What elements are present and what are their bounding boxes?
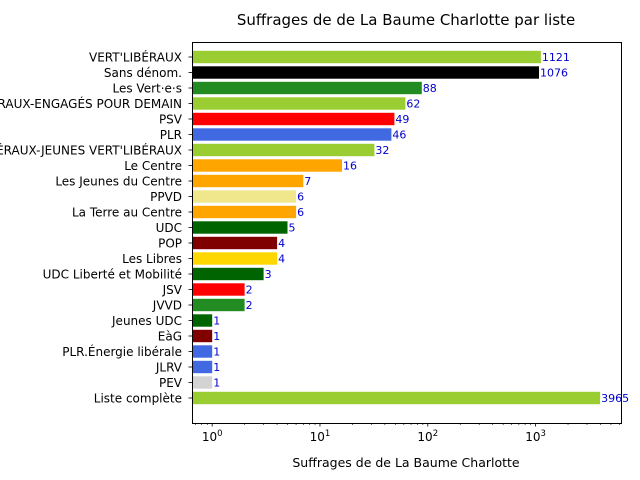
value-label: 3965 bbox=[601, 392, 629, 405]
value-label: 2 bbox=[246, 299, 253, 312]
value-label: 2 bbox=[246, 284, 253, 297]
bar bbox=[192, 283, 245, 296]
value-label: 4 bbox=[278, 253, 285, 266]
y-tick-label: La Terre au Centre bbox=[72, 205, 182, 219]
y-tick-label: POP bbox=[158, 236, 182, 250]
bar bbox=[192, 190, 297, 203]
value-label: 7 bbox=[304, 175, 311, 188]
value-label: 16 bbox=[343, 160, 357, 173]
y-tick-label: JSV bbox=[162, 283, 183, 297]
bar bbox=[192, 50, 541, 64]
value-label: 1 bbox=[213, 377, 220, 390]
x-tick-label: 101 bbox=[310, 429, 331, 444]
y-tick-label: JVVD bbox=[152, 298, 182, 312]
value-label: 88 bbox=[423, 82, 437, 95]
y-tick-label: Liste complète bbox=[94, 391, 182, 405]
bar bbox=[192, 112, 395, 126]
bar bbox=[192, 298, 245, 312]
bar bbox=[192, 267, 264, 281]
y-tick-label: JEUNES VERT'LIBÉRAUX-ENGAGÉS POUR DEMAIN bbox=[0, 96, 182, 111]
y-tick-label: JLRV bbox=[155, 360, 183, 374]
value-label: 1 bbox=[213, 315, 220, 328]
bar bbox=[192, 174, 304, 188]
value-label: 62 bbox=[406, 98, 420, 111]
x-axis-label: Suffrages de de La Baume Charlotte bbox=[292, 455, 520, 470]
x-ticks: 100 101 102 103 bbox=[195, 423, 620, 444]
x-tick-label: 100 bbox=[202, 429, 223, 444]
y-tick-label: Jeunes UDC bbox=[111, 314, 182, 328]
bar bbox=[192, 236, 278, 250]
value-label: 49 bbox=[395, 113, 409, 126]
bar bbox=[192, 221, 288, 234]
y-tick-label: UDC bbox=[156, 221, 182, 235]
y-tick-label: VERT'LIBÉRAUX bbox=[89, 49, 182, 64]
value-label: 1076 bbox=[540, 67, 568, 80]
bar bbox=[192, 345, 213, 358]
bar bbox=[192, 128, 392, 141]
x-tick-label: 102 bbox=[417, 429, 438, 444]
value-label: 32 bbox=[375, 144, 389, 157]
value-label: 6 bbox=[297, 191, 304, 204]
y-tick-label: PLR.Énergie libérale bbox=[62, 344, 182, 359]
y-tick-label: PEV bbox=[159, 376, 183, 390]
y-tick-label: PSV bbox=[159, 112, 183, 126]
bar bbox=[192, 391, 601, 405]
y-tick-label: UDC Liberté et Mobilité bbox=[43, 267, 182, 281]
y-tick-label: JEUNES VERT'LIBÉRAUX-JEUNES VERT'LIBÉRAU… bbox=[0, 142, 182, 157]
value-label: 1 bbox=[213, 346, 220, 359]
bar bbox=[192, 143, 375, 157]
y-tick-label: Sans dénom. bbox=[104, 66, 182, 80]
bar bbox=[192, 97, 406, 110]
value-label: 6 bbox=[297, 206, 304, 219]
chart-title: Suffrages de de La Baume Charlotte par l… bbox=[237, 11, 575, 29]
bar bbox=[192, 329, 213, 343]
plot-frame bbox=[192, 42, 622, 424]
value-label: 1 bbox=[213, 330, 220, 343]
y-tick-label: Les Libres bbox=[122, 252, 182, 266]
bar bbox=[192, 66, 539, 79]
y-tick-label: EàG bbox=[158, 329, 182, 343]
bar bbox=[192, 159, 342, 172]
value-label: 3 bbox=[265, 268, 272, 281]
bar bbox=[192, 314, 213, 327]
value-label: 1 bbox=[213, 361, 220, 374]
y-tick-label: Les Vert·e·s bbox=[113, 81, 183, 95]
value-label: 5 bbox=[289, 222, 296, 235]
y-tick-label: PPVD bbox=[150, 190, 182, 204]
bar bbox=[192, 81, 422, 95]
value-label: 4 bbox=[278, 237, 285, 250]
y-tick-label: Les Jeunes du Centre bbox=[55, 174, 182, 188]
value-label: 46 bbox=[392, 129, 406, 142]
x-tick-label: 103 bbox=[525, 429, 546, 444]
bars-group bbox=[192, 50, 601, 405]
bar bbox=[192, 360, 213, 374]
bar bbox=[192, 376, 213, 389]
value-label: 1121 bbox=[542, 51, 570, 64]
bar bbox=[192, 252, 278, 265]
bar bbox=[192, 205, 297, 219]
y-tick-label: Le Centre bbox=[124, 159, 182, 173]
y-tick-label: PLR bbox=[160, 128, 182, 142]
